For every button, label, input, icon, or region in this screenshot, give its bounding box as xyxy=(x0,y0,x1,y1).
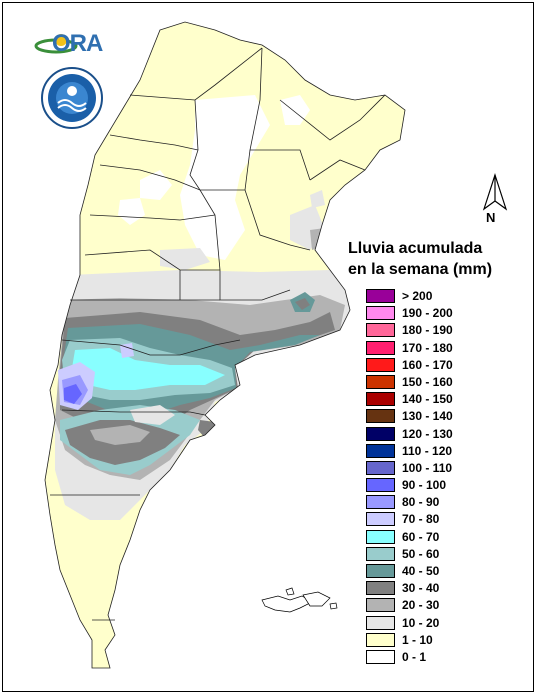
legend-item: 90 - 100 xyxy=(366,477,506,494)
legend-item: 120 - 130 xyxy=(366,426,506,443)
legend-swatch xyxy=(366,289,395,303)
legend-item: 160 - 170 xyxy=(366,357,506,374)
legend-label: 90 - 100 xyxy=(402,478,447,493)
legend-swatch xyxy=(366,426,395,441)
ora-logo-swoosh-icon xyxy=(34,34,78,54)
legend-item: 170 - 180 xyxy=(366,340,506,357)
legend-label: 190 - 200 xyxy=(402,306,453,321)
legend-label: 50 - 60 xyxy=(402,546,440,561)
legend-label: 20 - 30 xyxy=(402,598,440,613)
legend-label: 110 - 120 xyxy=(402,443,453,458)
legend-item: 110 - 120 xyxy=(366,443,506,460)
legend-item: 100 - 110 xyxy=(366,460,506,477)
legend-swatch xyxy=(366,495,395,510)
legend-swatch xyxy=(366,564,395,578)
legend-swatch xyxy=(366,340,395,355)
legend-label: 140 - 150 xyxy=(402,392,453,407)
legend-label: 70 - 80 xyxy=(402,512,440,527)
legend-item: 50 - 60 xyxy=(366,546,506,563)
legend-label: 170 - 180 xyxy=(402,340,453,355)
legend-label: 40 - 50 xyxy=(402,564,440,578)
legend-item: 140 - 150 xyxy=(366,391,506,408)
legend-swatch xyxy=(366,443,395,458)
legend-label: 0 - 1 xyxy=(402,649,427,664)
legend-item: 180 - 190 xyxy=(366,322,506,339)
legend-swatch xyxy=(366,615,395,630)
legend-item: 1 - 10 xyxy=(366,632,506,649)
legend-item: 20 - 30 xyxy=(366,597,506,614)
legend-swatch xyxy=(366,598,395,613)
legend-title-line2: en la semana (mm) xyxy=(348,261,493,278)
legend-title: Lluvia acumulada en la semana (mm) xyxy=(348,238,492,280)
legend-swatch xyxy=(366,632,395,647)
legend-label: 80 - 90 xyxy=(402,495,440,510)
legend-swatch xyxy=(366,649,395,664)
legend-swatch xyxy=(366,581,395,596)
legend-item: 60 - 70 xyxy=(366,529,506,546)
legend-swatch xyxy=(366,478,395,493)
legend-label: 130 - 140 xyxy=(402,409,453,424)
legend-item: 40 - 50 xyxy=(366,563,506,580)
legend-label: 180 - 190 xyxy=(402,323,453,338)
legend-label: 60 - 70 xyxy=(402,529,440,544)
legend-label: 30 - 40 xyxy=(402,581,440,596)
legend-swatch xyxy=(366,409,395,424)
legend-swatch xyxy=(366,512,395,527)
legend-item: 10 - 20 xyxy=(366,615,506,632)
legend-swatch xyxy=(366,357,395,372)
legend-label: 150 - 160 xyxy=(402,374,453,389)
legend-label: 1 - 10 xyxy=(402,632,433,647)
legend-swatch xyxy=(366,374,395,389)
ora-logo-text: ORA xyxy=(52,30,103,57)
legend-item: 130 - 140 xyxy=(366,408,506,425)
legend-swatch xyxy=(366,392,395,407)
weather-service-seal-icon xyxy=(41,67,103,129)
north-arrow-label: N xyxy=(486,210,496,225)
legend-label: > 200 xyxy=(402,289,433,303)
legend-item: 70 - 80 xyxy=(366,511,506,528)
legend-label: 120 - 130 xyxy=(402,426,453,441)
legend-label: 10 - 20 xyxy=(402,615,440,630)
legend-item: 190 - 200 xyxy=(366,305,506,322)
north-arrow-icon xyxy=(482,173,508,211)
legend-swatch xyxy=(366,546,395,561)
legend-item: 0 - 1 xyxy=(366,649,506,666)
legend-swatch xyxy=(366,460,395,475)
legend-swatch xyxy=(366,323,395,338)
legend-title-line1: Lluvia acumulada xyxy=(348,240,483,257)
legend-label: 100 - 110 xyxy=(402,460,453,475)
legend-swatch xyxy=(366,529,395,544)
legend-item: 30 - 40 xyxy=(366,580,506,597)
rainfall-legend: > 200 190 - 200 180 - 190 170 - 180 160 - 17… xyxy=(366,288,506,666)
legend-item: 80 - 90 xyxy=(366,494,506,511)
legend-label: 160 - 170 xyxy=(402,357,453,372)
legend-item: 150 - 160 xyxy=(366,374,506,391)
legend-item: > 200 xyxy=(366,288,506,305)
legend-swatch xyxy=(366,306,395,321)
